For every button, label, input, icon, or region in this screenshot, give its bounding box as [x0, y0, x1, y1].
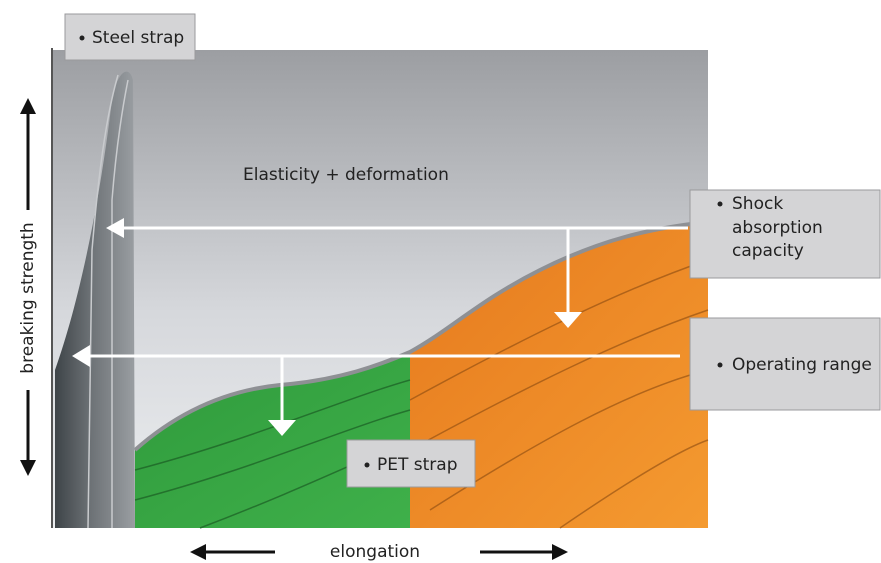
bullet	[717, 362, 723, 368]
pet-curve	[133, 220, 709, 452]
shock-label-line: Shock	[732, 194, 783, 214]
bullet	[717, 201, 723, 207]
elasticity-label: Elasticity + deformation	[243, 165, 449, 185]
pet-strap-label: PET strap	[377, 455, 458, 475]
bullet	[364, 462, 370, 468]
pet-region-green	[135, 352, 410, 528]
operating-label: Operating range	[732, 355, 872, 375]
arrows	[72, 218, 688, 436]
axis-arrows	[20, 98, 568, 560]
y-axis-label: breaking strength	[18, 222, 38, 373]
plot-area	[51, 48, 709, 529]
operating-box	[689, 317, 881, 411]
steel-region	[55, 71, 135, 528]
shock-label-line: absorption	[732, 218, 823, 238]
steel-strap-label: Steel strap	[92, 28, 184, 48]
pet-region-orange	[410, 222, 708, 528]
shock-label-line: capacity	[732, 241, 804, 261]
bullet	[79, 35, 85, 41]
x-axis-label: elongation	[330, 542, 420, 562]
steel-stripes	[87, 74, 129, 529]
steel-strap-box	[64, 13, 196, 61]
